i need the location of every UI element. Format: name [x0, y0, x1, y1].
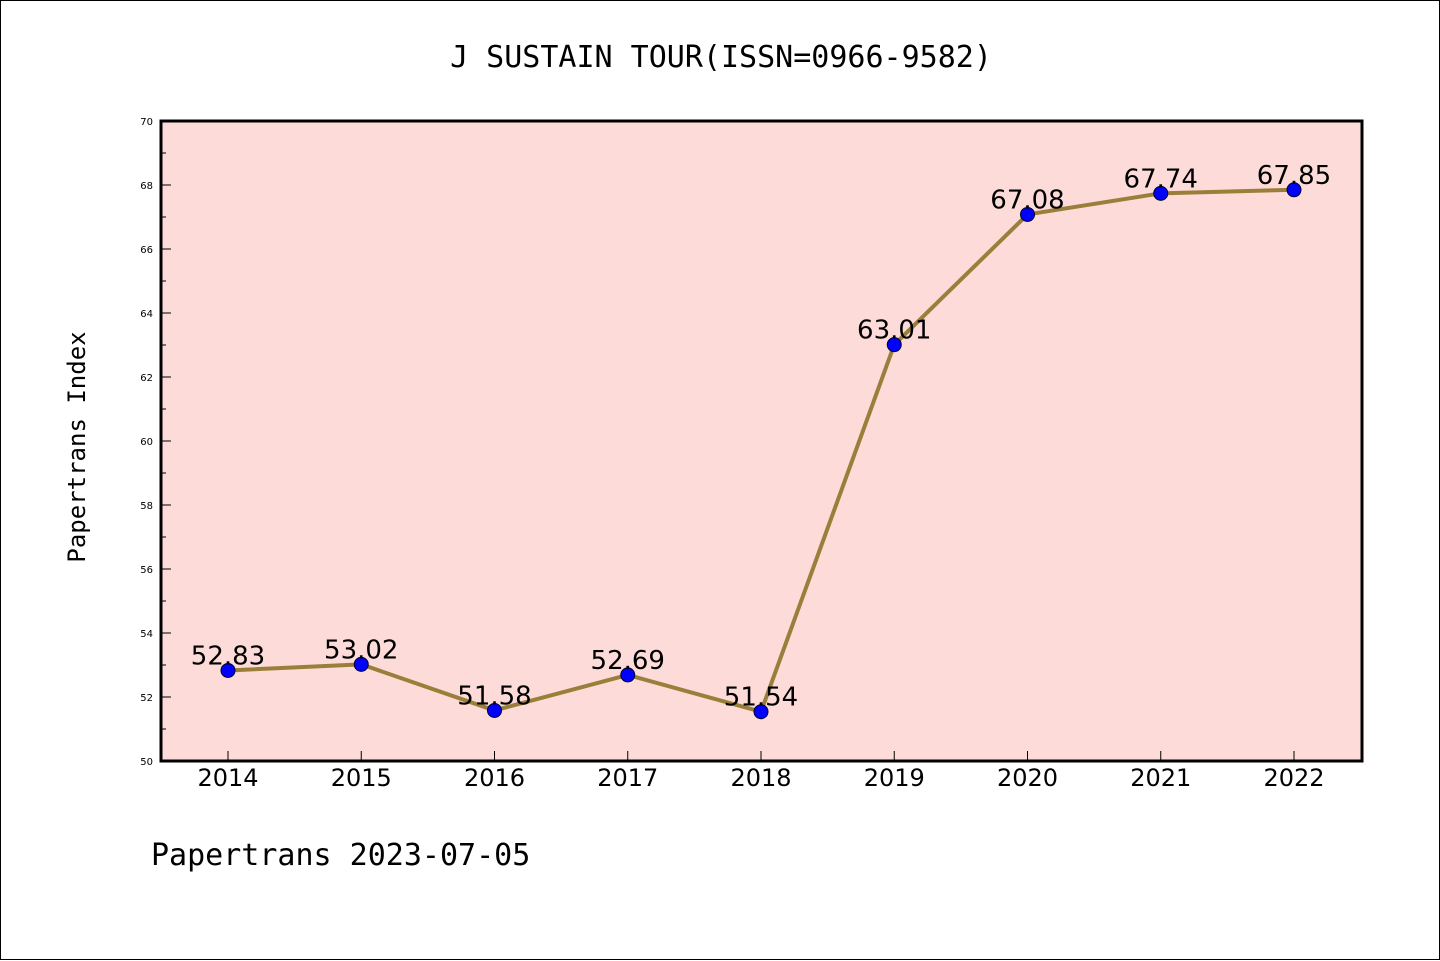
y-tick-label: 70: [140, 117, 153, 128]
y-tick-label: 56: [140, 565, 153, 576]
data-points: [220, 182, 1302, 720]
data-point: [1286, 182, 1302, 198]
x-tick-label: 2021: [1130, 764, 1191, 792]
footer-text: Papertrans 2023-07-05: [151, 838, 530, 873]
data-label: 52.69: [591, 646, 665, 676]
data-point: [1153, 185, 1169, 201]
data-point: [220, 662, 236, 678]
data-label: 51.54: [724, 683, 798, 713]
data-point: [753, 704, 769, 720]
y-tick-label: 62: [140, 373, 153, 384]
x-tick-label: 2018: [730, 764, 791, 792]
y-tick-label: 68: [140, 181, 153, 192]
x-tick-label: 2014: [197, 764, 258, 792]
data-point: [353, 656, 369, 672]
chart-title: J SUSTAIN TOUR(ISSN=0966-9582): [450, 40, 992, 75]
data-label: 67.85: [1257, 161, 1331, 191]
x-tick-label: 2020: [997, 764, 1058, 792]
x-tick-label: 2017: [597, 764, 658, 792]
y-tick-label: 64: [140, 309, 153, 320]
data-point: [1020, 206, 1035, 222]
data-label: 53.02: [324, 635, 398, 665]
x-axis-ticks: 2014 2015 2016 2017 2018 2019 2020 2021 2022: [197, 751, 1325, 792]
y-tick-label: 50: [140, 757, 153, 768]
y-axis-label: Papertrans Index: [63, 331, 91, 562]
x-tick-label: 2019: [864, 764, 925, 792]
data-labels: 52.83 53.02 51.58 52.69 51.54 63.01 67.08 67.74…: [191, 161, 1331, 713]
data-label: 67.08: [990, 185, 1064, 215]
data-point: [487, 702, 502, 718]
data-point: [886, 337, 902, 353]
y-axis-ticks: 50 52 54 56 58 60 62 64 66 68 70: [140, 117, 171, 768]
data-label: 67.74: [1124, 164, 1198, 194]
data-label: 51.58: [457, 681, 531, 711]
plot-area: [161, 121, 1362, 761]
data-label: 52.83: [191, 641, 265, 671]
y-tick-label: 66: [140, 245, 153, 256]
x-tick-label: 2015: [331, 764, 392, 792]
y-tick-label: 60: [140, 437, 153, 448]
x-tick-label: 2022: [1263, 764, 1324, 792]
x-tick-label: 2016: [464, 764, 525, 792]
data-point: [620, 667, 636, 683]
data-label: 63.01: [857, 316, 931, 346]
y-tick-label: 58: [140, 501, 153, 512]
plot-border: [159, 119, 1364, 763]
y-tick-label: 54: [140, 629, 153, 640]
y-tick-label: 52: [140, 693, 153, 704]
